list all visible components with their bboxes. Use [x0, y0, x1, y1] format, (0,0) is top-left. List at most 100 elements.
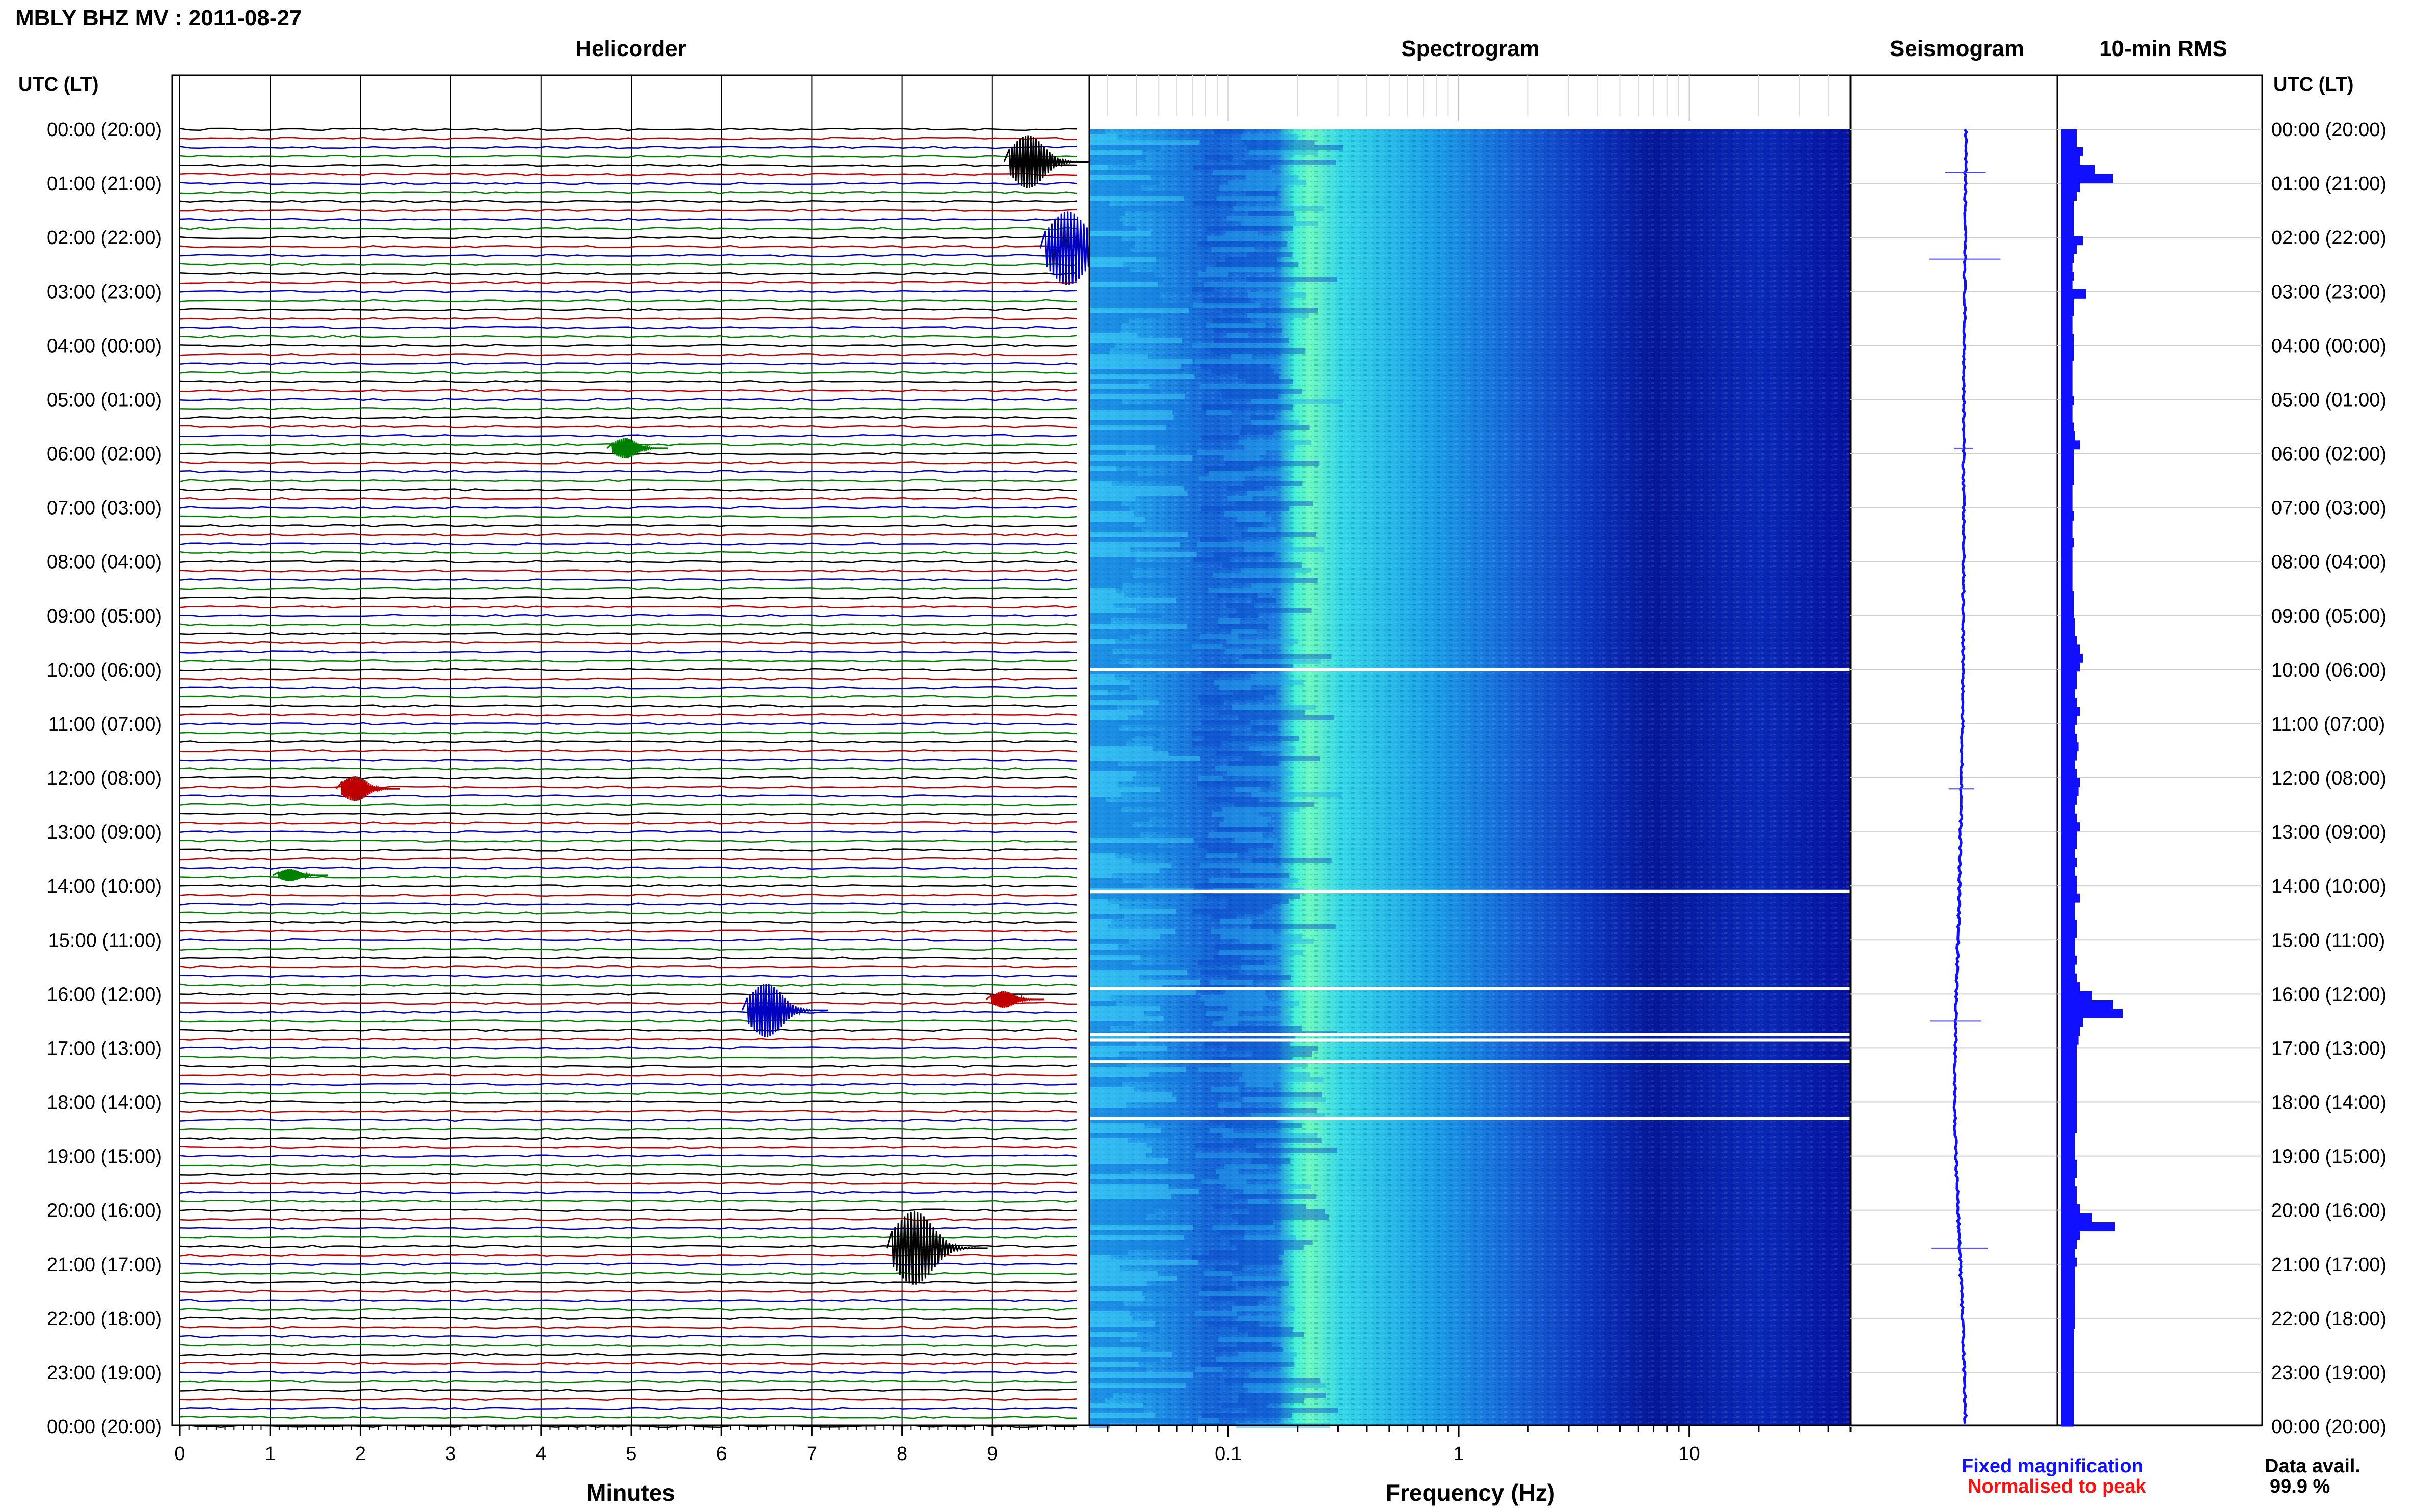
rms-bar	[2061, 511, 2074, 521]
rms-bar	[2061, 520, 2073, 530]
legend-normalised-to-peak: Normalised to peak	[1968, 1476, 2146, 1497]
spectrogram-row	[1193, 201, 1237, 206]
spectrogram-row	[1089, 1184, 1169, 1189]
helicorder-trace	[179, 344, 1077, 347]
helicorder-trace	[179, 704, 1077, 708]
helicorder-trace	[179, 398, 1077, 401]
rms-bar	[2061, 431, 2075, 441]
spectrogram-row	[1208, 1321, 1260, 1327]
helicorder-trace	[179, 920, 1077, 924]
spectrogram-row	[1236, 608, 1312, 613]
spectrogram-row	[1089, 649, 1113, 654]
spectrogram-row	[1192, 644, 1223, 649]
rms-bar	[2061, 174, 2113, 183]
spectrogram-row	[1213, 573, 1296, 578]
spectrogram-row	[1215, 1265, 1242, 1271]
spectrogram-row	[1194, 359, 1288, 364]
rms-bar	[2061, 1239, 2077, 1249]
spectrogram-row	[1089, 216, 1120, 221]
spectrogram-row	[1199, 476, 1245, 481]
rms-bar	[2061, 1142, 2075, 1151]
minute-tick-label: 5	[626, 1443, 636, 1465]
spectrogram-row	[1198, 272, 1228, 277]
time-label-left: 15:00 (11:00)	[48, 930, 162, 951]
helicorder-trace	[179, 929, 1077, 933]
seismogram-frame	[1849, 74, 2058, 1426]
spectrogram-row	[1198, 1067, 1279, 1072]
helicorder-trace	[179, 1389, 1077, 1392]
spectrogram-row	[1210, 348, 1306, 354]
spectrogram-row	[1089, 348, 1110, 354]
rms-bar	[2061, 351, 2074, 361]
spectrogram-row	[1089, 792, 1122, 797]
rms-bar	[2061, 1177, 2075, 1187]
helicorder-trace	[179, 1046, 1077, 1050]
helicorder-trace	[179, 893, 1077, 897]
spectrogram-row	[1089, 1255, 1111, 1260]
rms-bar	[2061, 289, 2086, 299]
rms-bar	[2061, 227, 2074, 236]
spectrogram-row	[1089, 292, 1160, 298]
spectrogram-row	[1248, 1388, 1284, 1393]
rms-bar	[2061, 254, 2074, 263]
spectrogram-row	[1198, 1418, 1220, 1423]
spectrogram-row	[1089, 445, 1155, 450]
spectrogram-row	[1200, 364, 1271, 369]
spectrogram-row	[1234, 1301, 1258, 1306]
rms-bar	[2061, 920, 2077, 929]
spectrogram-row	[1237, 1398, 1304, 1403]
spectrogram-row	[1089, 843, 1158, 848]
rms-bar	[2061, 929, 2077, 938]
spectrogram-row	[1219, 822, 1269, 827]
time-labels-right: 00:00 (20:00) 01:00 (21:00) 02:00 (22:00) 0…	[2271, 119, 2386, 1438]
rms-bar	[2061, 1382, 2074, 1391]
helicorder-trace	[179, 263, 1077, 266]
seismogram-trace	[1929, 128, 2001, 1424]
spectrogram-row	[1198, 960, 1265, 965]
spectrogram-row	[1089, 206, 1190, 211]
rms-bar	[2061, 1009, 2123, 1018]
spectrogram-row	[1251, 399, 1343, 404]
helicorder-trace	[179, 1208, 1077, 1212]
helicorder-trace	[179, 200, 1077, 203]
spectrogram-row	[1218, 618, 1241, 624]
spectrogram-row	[1214, 129, 1243, 134]
spectrogram-row	[1089, 1286, 1174, 1291]
spectrogram-row	[1089, 1225, 1194, 1230]
rms-bar	[2061, 618, 2075, 628]
spectrogram-row	[1214, 338, 1289, 343]
helicorder-trace	[179, 731, 1077, 735]
spectrogram-row	[1235, 501, 1313, 506]
spectrogram-row	[1089, 583, 1123, 588]
helicorder-trace	[179, 596, 1077, 600]
time-label-left: 00:00 (20:00)	[47, 1416, 162, 1438]
spectrogram-row	[1089, 1026, 1111, 1031]
helicorder-event	[1003, 135, 1090, 188]
rms-bar	[2061, 1169, 2077, 1178]
spectrogram-row	[1089, 1153, 1146, 1158]
helicorder-trace	[179, 335, 1077, 338]
helicorder-trace	[179, 1064, 1077, 1068]
spectrogram-row	[1204, 1001, 1299, 1006]
rms-bar	[2061, 458, 2074, 468]
spectrogram-row	[1228, 1026, 1302, 1031]
spectrogram-row	[1249, 150, 1319, 155]
spectrogram-row	[1215, 1169, 1239, 1174]
spectrogram-row	[1089, 532, 1188, 537]
helicorder-trace	[179, 803, 1077, 807]
spectrogram-row	[1232, 690, 1276, 695]
spectrogram-gap	[1089, 987, 1850, 990]
helicorder-trace	[179, 875, 1077, 879]
rms-bar	[2061, 1079, 2077, 1089]
spectrogram-gap	[1089, 1033, 1850, 1036]
spectrogram-row	[1089, 593, 1124, 598]
spectrogram-row	[1246, 252, 1293, 257]
spectrogram-row	[1197, 542, 1293, 547]
spectrogram-row	[1089, 410, 1172, 415]
spectrogram-row	[1252, 858, 1332, 863]
spectrogram-row	[1089, 848, 1192, 853]
helicorder-trace	[179, 1334, 1077, 1338]
helicorder-trace	[179, 911, 1077, 915]
spectrogram-row	[1224, 511, 1266, 517]
spectrogram-row	[1089, 511, 1134, 517]
